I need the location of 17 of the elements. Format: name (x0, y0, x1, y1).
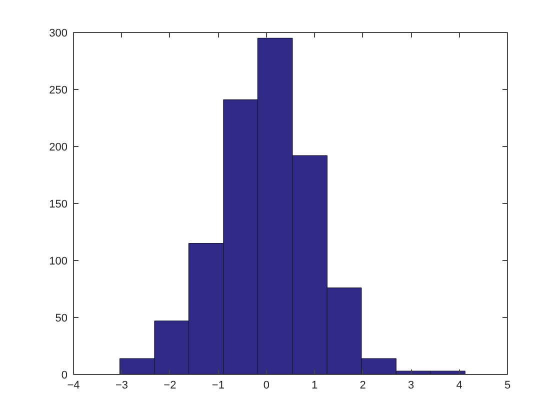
y-tick-label: 50 (55, 312, 68, 324)
x-tick-label: −1 (212, 380, 224, 392)
x-tick-label: 4 (456, 380, 462, 392)
y-tick-label: 250 (49, 84, 68, 96)
x-tick-label: 3 (408, 380, 414, 392)
y-tick-label: 0 (61, 370, 68, 382)
x-tick-label: −4 (67, 380, 80, 392)
x-tick-label: 5 (504, 380, 511, 392)
x-tick-label: 2 (360, 380, 366, 392)
x-tick-label: 0 (263, 380, 270, 392)
y-tick-label: 100 (49, 256, 68, 268)
y-tick-label: 150 (49, 198, 68, 210)
x-tick-label: −3 (115, 380, 128, 392)
y-tick-label: 300 (49, 28, 68, 40)
y-tick-label: 200 (49, 142, 68, 154)
x-tick-label: 1 (312, 380, 318, 392)
x-tick-label: −2 (164, 380, 176, 392)
